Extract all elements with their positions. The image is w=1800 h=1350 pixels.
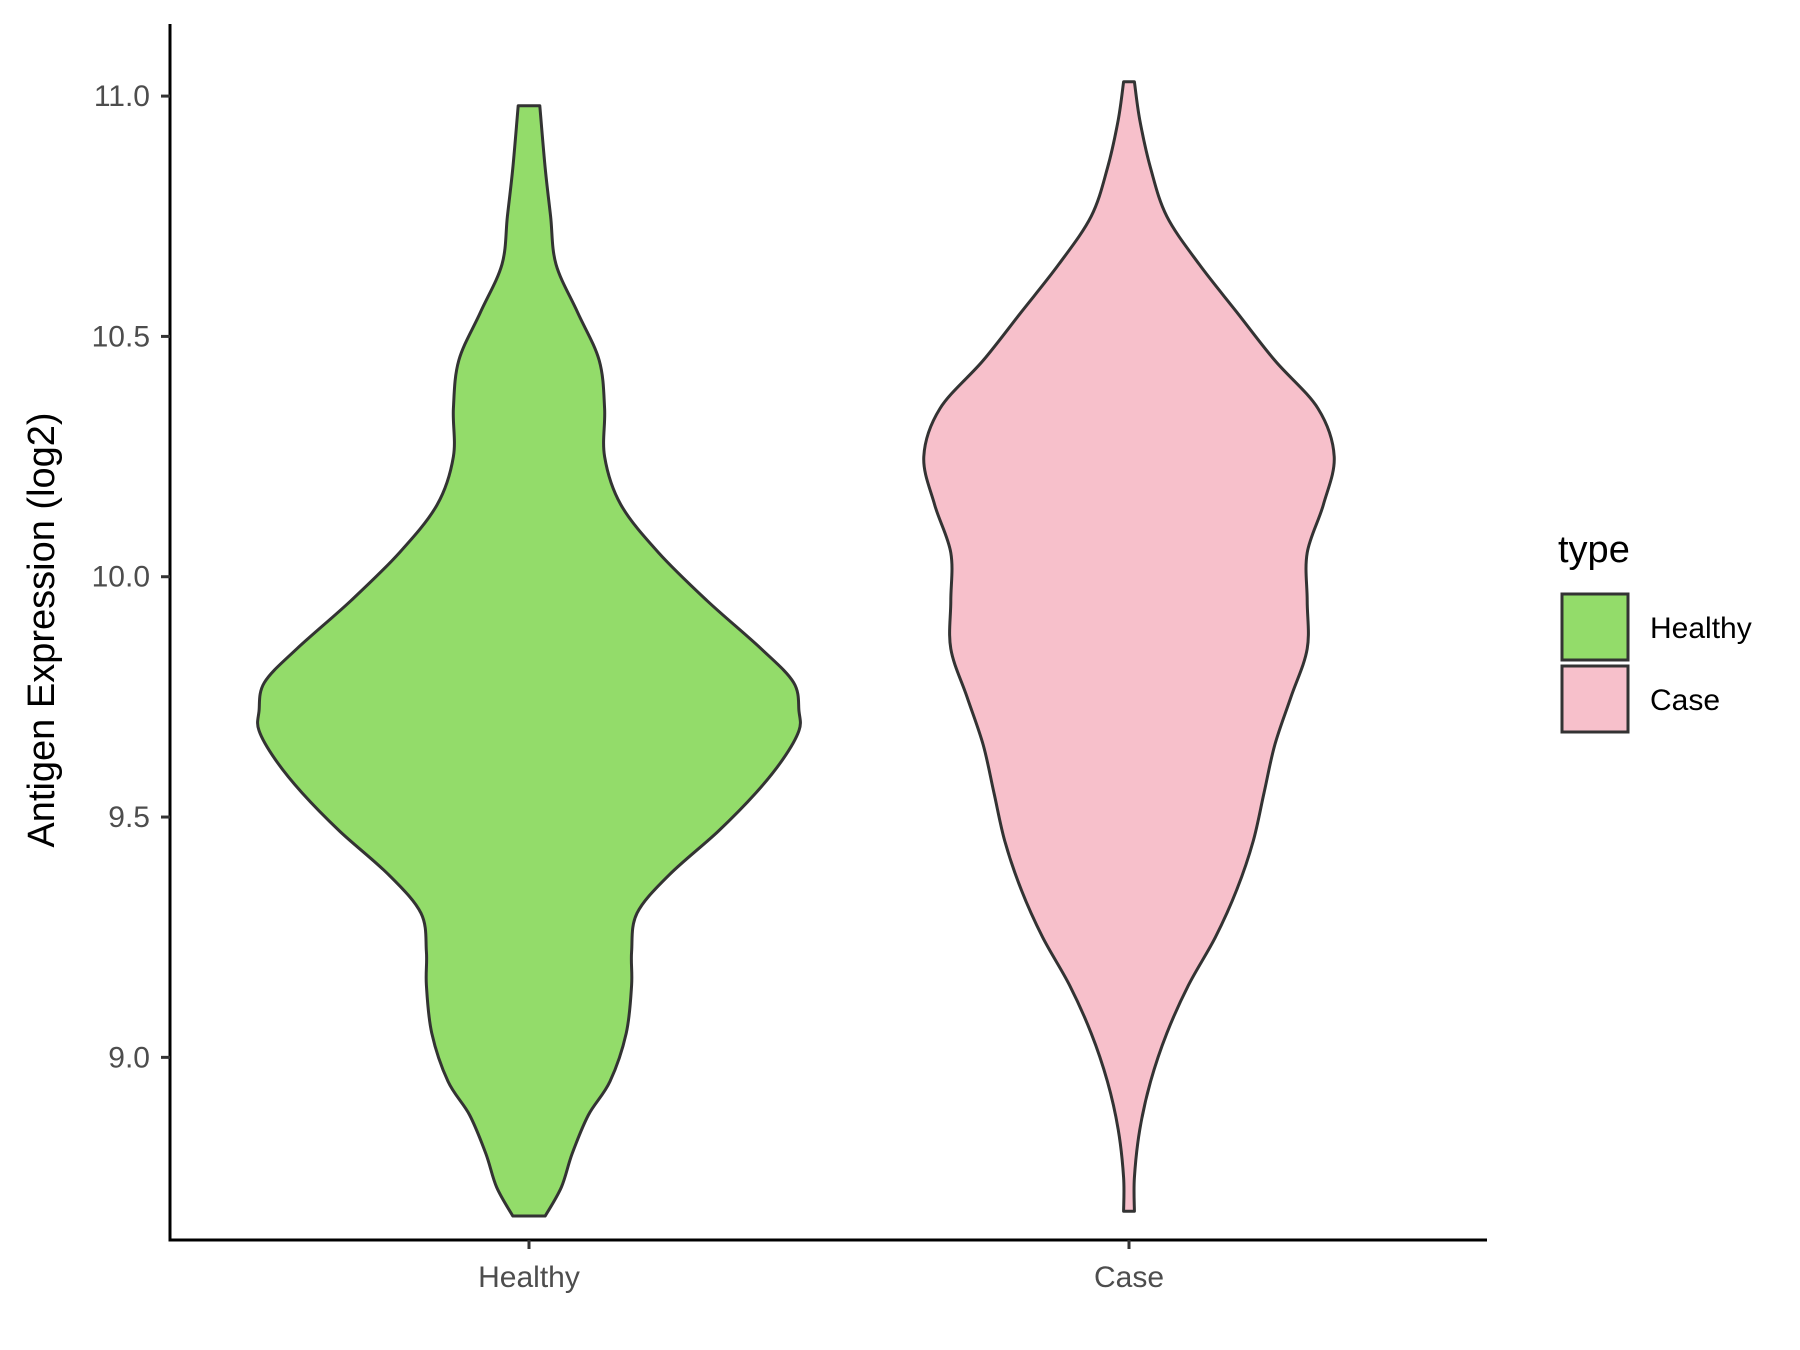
legend-label: Case	[1650, 684, 1720, 717]
y-tick-label: 11.0	[94, 80, 150, 113]
violins-layer	[256, 80, 1336, 1218]
violin-case	[922, 80, 1336, 1213]
legend-key-case	[1560, 664, 1630, 734]
x-tick-label: Case	[1094, 1261, 1164, 1294]
y-ticks: 9.0 9.5 10.0 10.5 11.0	[92, 80, 170, 1074]
legend-items: Healthy Case	[1560, 592, 1752, 734]
legend-title: type	[1558, 529, 1630, 571]
axes-layer	[168, 24, 1487, 1242]
y-tick-label: 9.5	[108, 801, 150, 834]
legend-label: Healthy	[1650, 612, 1752, 645]
y-tick-label: 10.0	[92, 561, 150, 594]
x-tick-label: Healthy	[478, 1261, 580, 1294]
legend-key-healthy	[1560, 592, 1630, 662]
y-tick-label: 10.5	[92, 320, 150, 353]
x-ticks: Healthy Case	[478, 1240, 1164, 1294]
legend: type Healthy Case	[1558, 529, 1752, 734]
violin-healthy	[256, 104, 802, 1218]
y-tick-label: 9.0	[108, 1041, 150, 1074]
y-axis-title: Antigen Expression (log2)	[21, 412, 63, 847]
